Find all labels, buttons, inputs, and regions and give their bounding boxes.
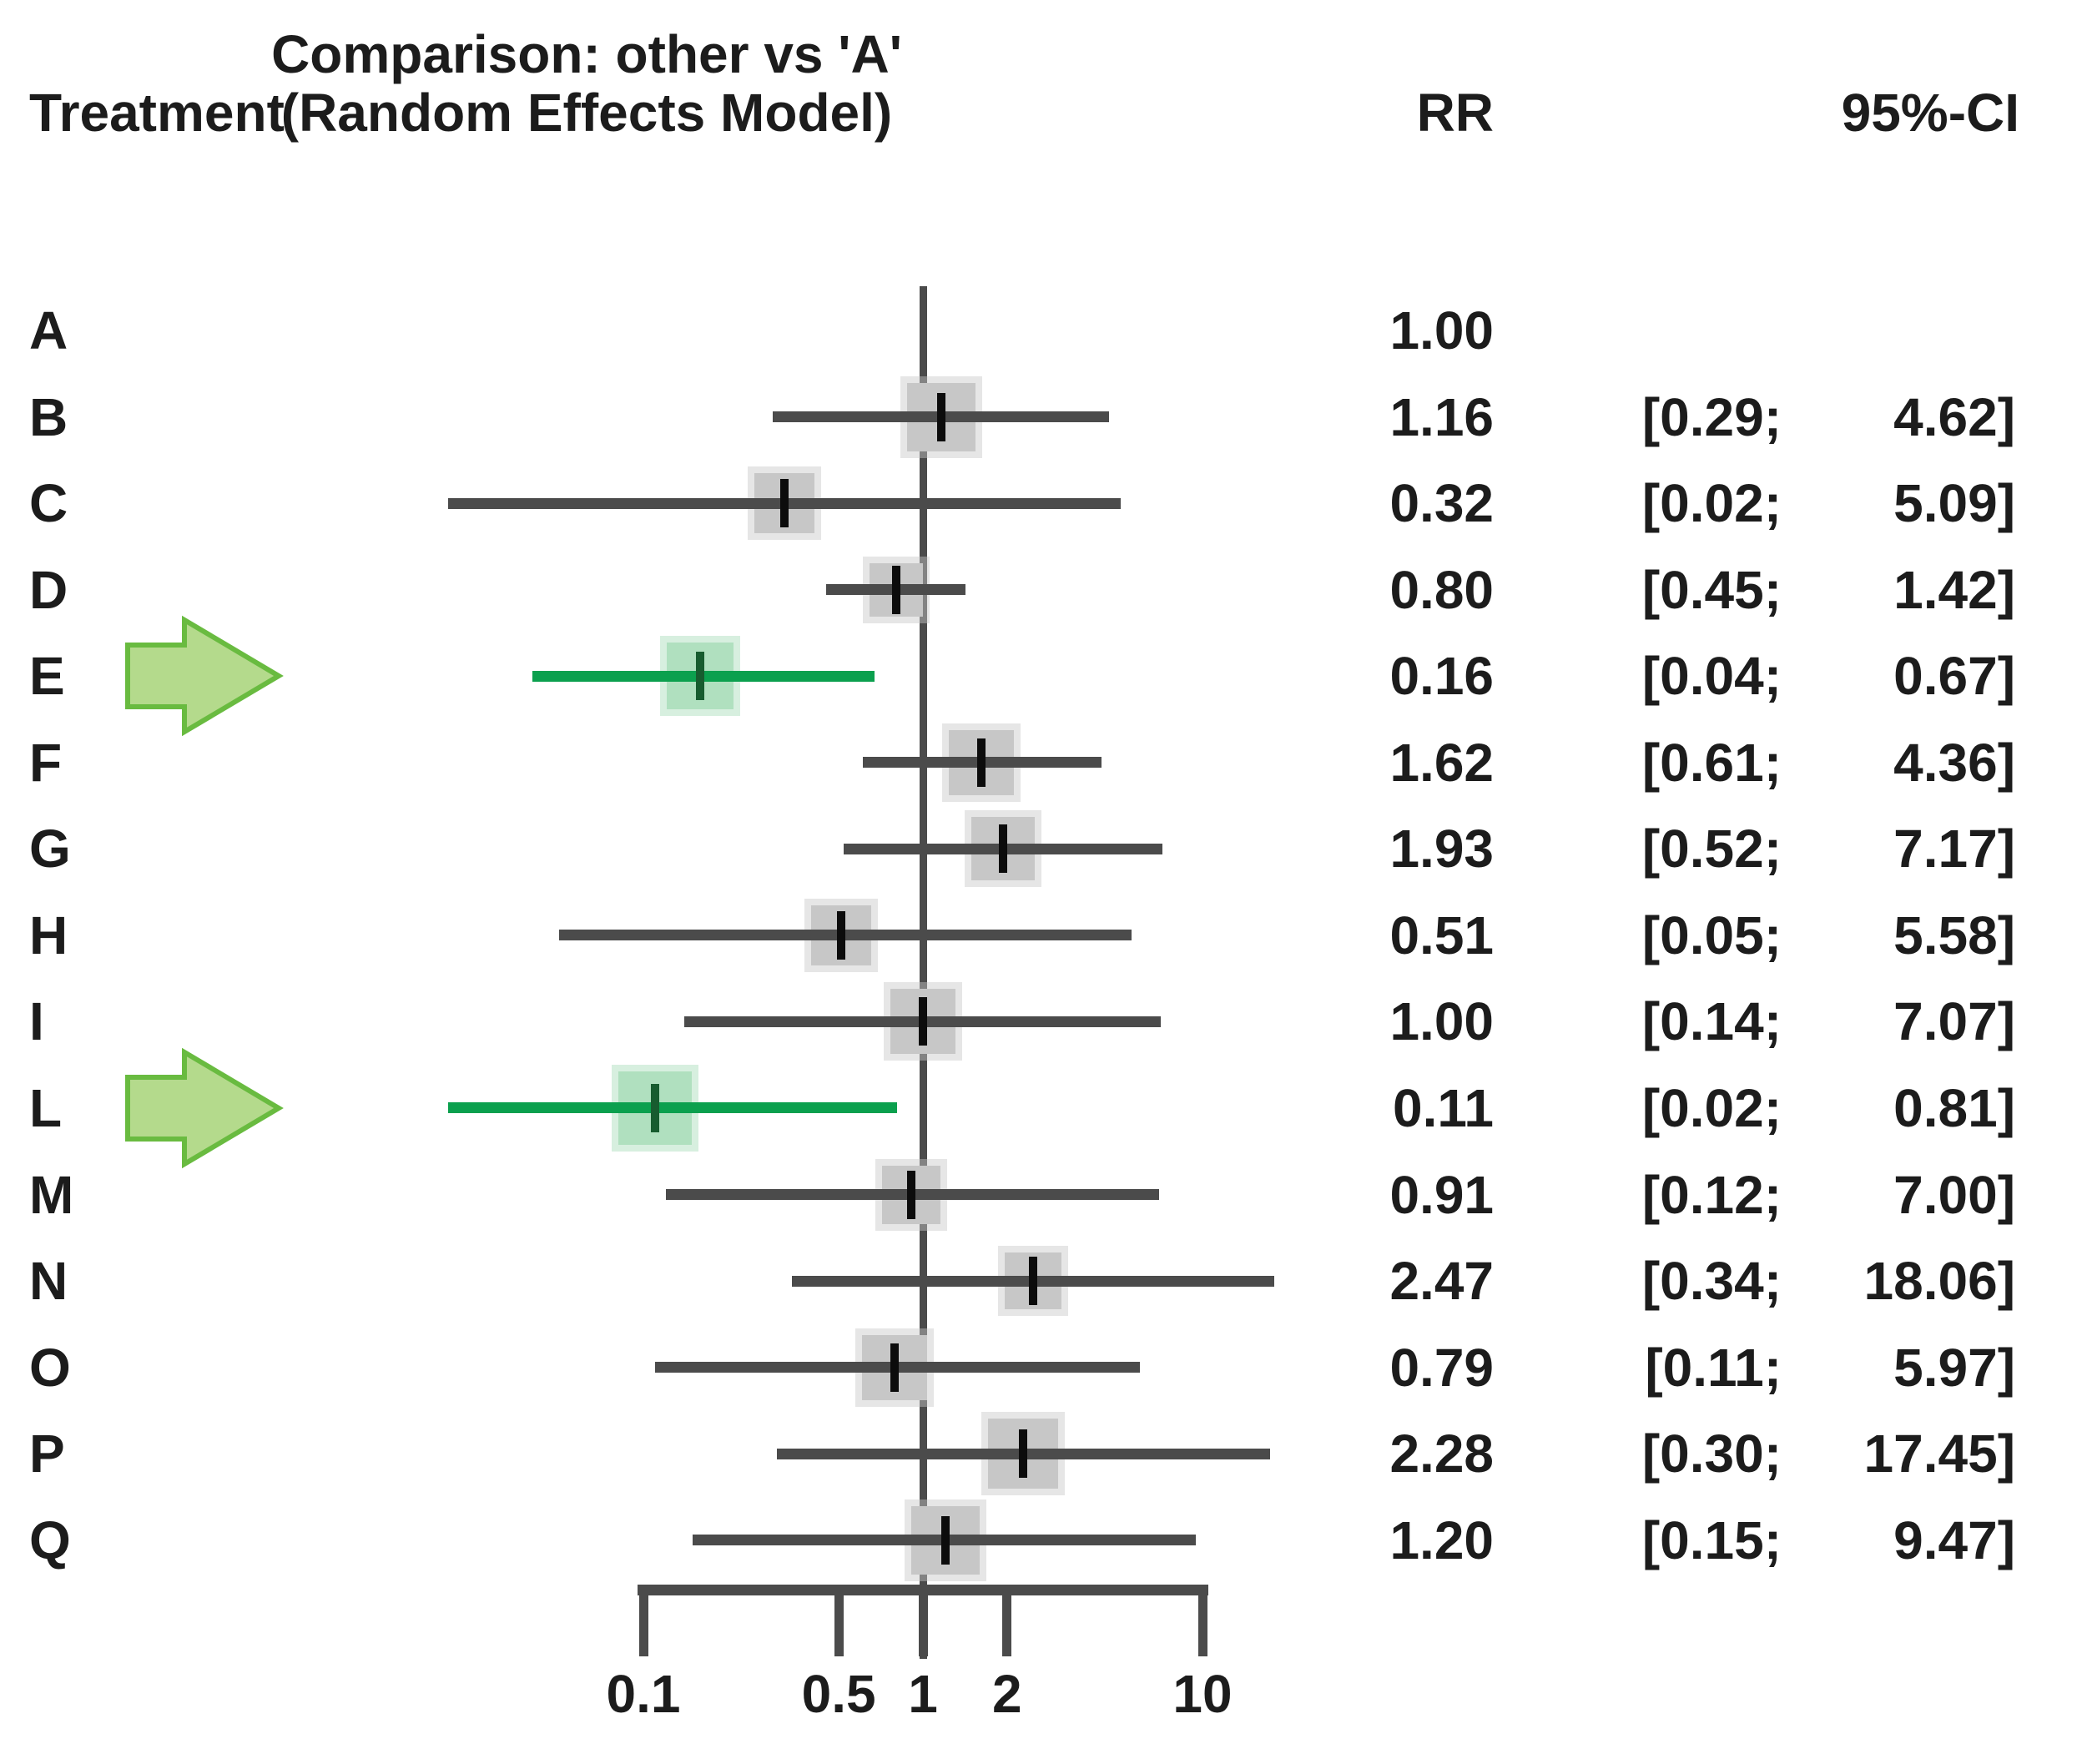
rr-value: 1.93 bbox=[1389, 819, 1494, 879]
ci-lower-value: [0.29; bbox=[1641, 386, 1782, 447]
treatment-label: P bbox=[29, 1424, 65, 1484]
ci-upper-value: 4.62] bbox=[1893, 386, 2015, 447]
ci-lower-value: [0.61; bbox=[1641, 732, 1782, 793]
x-axis-tick bbox=[834, 1585, 844, 1656]
rr-value: 0.79 bbox=[1389, 1337, 1494, 1398]
rr-value: 1.20 bbox=[1389, 1509, 1494, 1570]
ci-upper-value: 18.06] bbox=[1863, 1251, 2015, 1312]
ci-lower-value: [0.04; bbox=[1641, 646, 1782, 707]
rr-value: 1.62 bbox=[1389, 732, 1494, 793]
ci-lower-value: [0.05; bbox=[1641, 905, 1782, 965]
rr-value: 0.11 bbox=[1392, 1077, 1494, 1138]
x-axis-tick-label: 1 bbox=[908, 1664, 938, 1724]
ci-upper-value: 5.09] bbox=[1893, 473, 2015, 534]
ci-upper-value: 0.81] bbox=[1893, 1077, 2015, 1138]
treatment-label: A bbox=[29, 300, 68, 360]
ci-upper-value: 7.07] bbox=[1893, 991, 2015, 1052]
rr-value: 1.16 bbox=[1389, 386, 1494, 447]
ci-lower-value: [0.45; bbox=[1641, 559, 1782, 620]
point-estimate-tick bbox=[919, 997, 927, 1046]
point-estimate-tick bbox=[998, 824, 1007, 874]
ci-lower-value: [0.30; bbox=[1641, 1424, 1782, 1484]
column-header-ci: 95%-CI bbox=[1841, 83, 2019, 143]
point-estimate-tick bbox=[780, 479, 789, 528]
ci-lower-value: [0.52; bbox=[1641, 819, 1782, 879]
treatment-label: Q bbox=[29, 1509, 71, 1570]
ci-upper-value: 5.58] bbox=[1893, 905, 2015, 965]
highlight-arrow-icon bbox=[125, 1047, 284, 1173]
ci-lower-value: [0.14; bbox=[1641, 991, 1782, 1052]
treatment-label: L bbox=[29, 1077, 63, 1138]
point-estimate-tick bbox=[1028, 1257, 1037, 1306]
highlight-arrow-icon bbox=[125, 615, 284, 741]
rr-value: 0.32 bbox=[1389, 473, 1494, 534]
x-axis-tick-label: 0.5 bbox=[801, 1664, 876, 1724]
x-axis-tick bbox=[918, 1585, 928, 1656]
ci-upper-value: 17.45] bbox=[1863, 1424, 2015, 1484]
ci-lower-value: [0.15; bbox=[1641, 1509, 1782, 1570]
treatment-label: F bbox=[29, 732, 63, 793]
rr-value: 0.51 bbox=[1389, 905, 1494, 965]
ci-upper-value: 0.67] bbox=[1893, 646, 2015, 707]
x-axis-tick-label: 10 bbox=[1172, 1664, 1233, 1724]
x-axis-tick-label: 0.1 bbox=[606, 1664, 681, 1724]
ci-upper-value: 7.00] bbox=[1893, 1164, 2015, 1225]
point-estimate-tick bbox=[936, 392, 945, 441]
column-header-rr: RR bbox=[1416, 83, 1494, 143]
point-estimate-tick bbox=[890, 1343, 899, 1392]
point-estimate-tick bbox=[650, 1083, 659, 1132]
x-axis-tick bbox=[1002, 1585, 1012, 1656]
plot-title-line1: Comparison: other vs 'A' bbox=[271, 24, 902, 84]
treatment-label: C bbox=[29, 473, 68, 534]
x-axis-tick bbox=[1197, 1585, 1207, 1656]
plot-title-line2: (Random Effects Model) bbox=[280, 83, 893, 143]
treatment-label: I bbox=[29, 991, 44, 1052]
treatment-label: O bbox=[29, 1337, 71, 1398]
rr-value: 0.80 bbox=[1389, 559, 1494, 620]
rr-value: 2.47 bbox=[1389, 1251, 1494, 1312]
ci-lower-value: [0.34; bbox=[1641, 1251, 1782, 1312]
ci-lower-value: [0.11; bbox=[1645, 1337, 1782, 1398]
ci-upper-value: 7.17] bbox=[1893, 819, 2015, 879]
point-estimate-tick bbox=[940, 1515, 950, 1565]
point-estimate-tick bbox=[696, 652, 705, 701]
reference-line bbox=[919, 286, 927, 1659]
treatment-label: G bbox=[29, 819, 71, 879]
point-estimate-tick bbox=[1018, 1429, 1027, 1479]
rr-value: 1.00 bbox=[1389, 991, 1494, 1052]
rr-value: 0.91 bbox=[1389, 1164, 1494, 1225]
treatment-label: H bbox=[29, 905, 68, 965]
ci-upper-value: 4.36] bbox=[1893, 732, 2015, 793]
treatment-label: B bbox=[29, 386, 68, 447]
ci-line bbox=[559, 930, 1132, 941]
treatment-label: M bbox=[29, 1164, 74, 1225]
point-estimate-tick bbox=[837, 910, 846, 960]
treatment-label: E bbox=[29, 646, 65, 707]
point-estimate-tick bbox=[891, 565, 900, 614]
ci-upper-value: 9.47] bbox=[1893, 1509, 2015, 1570]
x-axis-tick bbox=[638, 1585, 648, 1656]
rr-value: 2.28 bbox=[1389, 1424, 1494, 1484]
ci-lower-value: [0.02; bbox=[1641, 473, 1782, 534]
ci-line bbox=[447, 1102, 898, 1114]
rr-value: 0.16 bbox=[1389, 646, 1494, 707]
ci-lower-value: [0.12; bbox=[1641, 1164, 1782, 1225]
point-estimate-tick bbox=[977, 738, 986, 787]
point-estimate-tick bbox=[907, 1170, 916, 1219]
x-axis-tick-label: 2 bbox=[992, 1664, 1022, 1724]
treatment-label: N bbox=[29, 1251, 68, 1312]
ci-upper-value: 1.42] bbox=[1893, 559, 2015, 620]
rr-value: 1.00 bbox=[1389, 300, 1494, 360]
ci-lower-value: [0.02; bbox=[1641, 1077, 1782, 1138]
ci-upper-value: 5.97] bbox=[1893, 1337, 2015, 1398]
treatment-label: D bbox=[29, 559, 68, 620]
column-header-treatment: Treatment bbox=[29, 83, 285, 143]
